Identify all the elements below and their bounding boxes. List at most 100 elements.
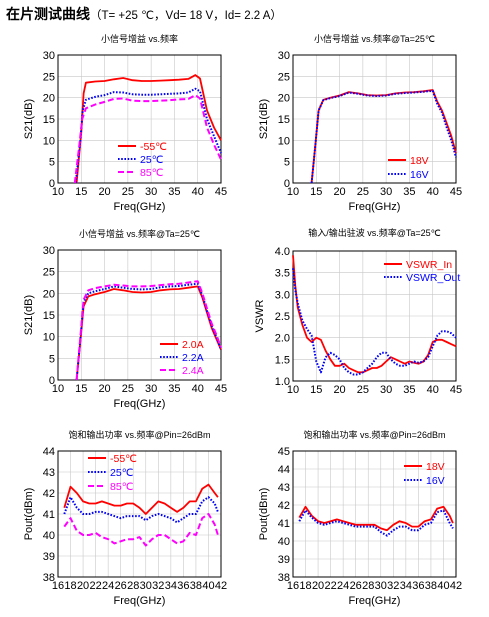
y-tick-label: 39 (43, 551, 55, 563)
y-tick-label: 43 (43, 467, 55, 479)
y-tick-label: 38 (278, 572, 290, 584)
x-tick-label: 20 (312, 580, 324, 592)
chart-title: 小信号增益 vs.频率@Ta=25℃ (314, 33, 435, 44)
y-axis-label: S21(dB) (23, 295, 35, 335)
plot-frame (57, 450, 222, 578)
page-header: 在片测试曲线（T= +25 ℃，Vd= 18 V，Id= 2.2 A） (6, 4, 486, 24)
series-line-85℃ (63, 513, 219, 547)
x-tick-label: 45 (215, 186, 227, 198)
x-tick-label: 10 (52, 186, 64, 198)
y-tick-label: 3.5 (275, 268, 290, 280)
x-tick-label: 24 (337, 580, 349, 592)
x-axis-label: Freq(GHz) (349, 595, 401, 607)
series-line-25℃ (63, 496, 219, 524)
y-tick-label: 2.0 (275, 333, 290, 345)
y-tick-label: 0 (49, 178, 55, 190)
x-tick-label: 18 (64, 580, 76, 592)
y-tick-label: 0 (49, 375, 55, 387)
y-tick-label: 25 (278, 71, 290, 83)
legend-label: 2.2A (182, 352, 204, 364)
y-tick-label: 20 (278, 93, 290, 105)
x-tick-label: 20 (333, 384, 345, 396)
x-tick-label: 20 (333, 186, 345, 198)
x-tick-label: 30 (145, 383, 157, 395)
legend-label: -55℃ (140, 141, 167, 153)
x-tick-label: 25 (122, 383, 134, 395)
chart-title: 小信号增益 vs.频率@Ta=25℃ (79, 228, 200, 239)
x-axis-label: Freq(GHz) (349, 201, 401, 213)
chart-4: 10 15 20 25 30 35 40 45 1.0 1.5 2.0 2.5 3.0 3.5 4.0 VSW… (254, 227, 462, 396)
x-tick-label: 34 (165, 580, 177, 592)
chart-title: 饱和输出功率 vs.频率@Pin=26dBm (304, 429, 446, 440)
y-tick-label: 39 (278, 554, 290, 566)
y-tick-label: 42 (278, 500, 290, 512)
x-tick-label: 40 (192, 383, 204, 395)
x-tick-label: 35 (168, 383, 180, 395)
x-tick-label: 25 (357, 384, 369, 396)
y-tick-label: 44 (43, 446, 55, 458)
y-tick-label: 1.0 (275, 376, 290, 388)
x-tick-label: 40 (192, 186, 204, 198)
series-line-18V (310, 89, 457, 184)
y-tick-label: 15 (278, 114, 290, 126)
plot-frame (292, 54, 457, 184)
x-axis-label: Freq(GHz) (114, 595, 166, 607)
x-tick-label: 25 (357, 186, 369, 198)
x-tick-label: 18 (299, 580, 311, 592)
x-tick-label: 10 (287, 384, 299, 396)
y-tick-label: 4.0 (275, 246, 290, 258)
legend-label: 16V (426, 475, 445, 487)
x-tick-label: 35 (168, 186, 180, 198)
plot-frame (292, 450, 457, 578)
y-tick-label: 10 (278, 135, 290, 147)
legend-label: 85℃ (140, 167, 164, 179)
page-title: 在片测试曲线 (6, 7, 90, 23)
y-axis-label: S21(dB) (258, 99, 270, 139)
x-tick-label: 15 (310, 186, 322, 198)
y-axis-label: S21(dB) (23, 99, 35, 139)
y-axis-label: VSWR (254, 299, 266, 332)
x-tick-label: 36 (177, 580, 189, 592)
x-tick-label: 42 (215, 580, 227, 592)
y-tick-label: 45 (278, 446, 290, 458)
plot-frame (292, 250, 457, 382)
x-tick-label: 40 (437, 580, 449, 592)
y-tick-label: 44 (278, 464, 290, 476)
chart-3: 10 15 20 25 30 35 40 45 0 5 10 15 20 25 30 Freq(GHz) S21… (23, 228, 227, 410)
y-tick-label: 38 (43, 572, 55, 584)
x-tick-label: 15 (75, 186, 87, 198)
x-tick-label: 16 (52, 580, 64, 592)
chart-title: 饱和输出功率 vs.频率@Pin=26dBm (69, 429, 211, 440)
x-tick-label: 22 (324, 580, 336, 592)
legend-label: -55℃ (110, 453, 137, 465)
chart-6: 16 18 20 22 24 26 28 30 32 34 36 38 40 42383940414243… (258, 429, 462, 607)
x-tick-label: 30 (380, 384, 392, 396)
x-tick-label: 38 (425, 580, 437, 592)
y-tick-label: 43 (278, 482, 290, 494)
x-tick-label: 16 (287, 580, 299, 592)
y-axis-label: Pout(dBm) (23, 488, 35, 541)
test-conditions: （T= +25 ℃，Vd= 18 V，Id= 2.2 A） (90, 10, 282, 22)
x-axis-label: Freq(GHz) (114, 398, 166, 410)
series-line-85℃ (73, 94, 222, 184)
x-tick-label: 34 (400, 580, 412, 592)
series-line-16V (310, 89, 457, 184)
x-tick-label: 40 (202, 580, 214, 592)
x-tick-label: 20 (98, 383, 110, 395)
legend-label: 2.4A (182, 365, 204, 377)
y-tick-label: 40 (278, 536, 290, 548)
y-tick-label: 41 (43, 509, 55, 521)
y-axis-label: Pout(dBm) (258, 488, 270, 541)
y-tick-label: 5 (49, 157, 55, 169)
series-line-VSWR_Out (292, 268, 457, 376)
y-tick-label: 2.5 (275, 311, 290, 323)
x-tick-label: 32 (387, 580, 399, 592)
y-tick-label: 30 (43, 50, 55, 62)
chart-5: 16 18 20 22 24 26 28 30 32 34 36 38 40 42383940414243… (23, 429, 227, 607)
y-tick-label: 25 (43, 267, 55, 279)
y-tick-label: 42 (43, 488, 55, 500)
x-tick-label: 28 (127, 580, 139, 592)
y-tick-label: 40 (43, 530, 55, 542)
x-tick-label: 42 (450, 580, 462, 592)
series-line--55℃ (63, 483, 219, 515)
